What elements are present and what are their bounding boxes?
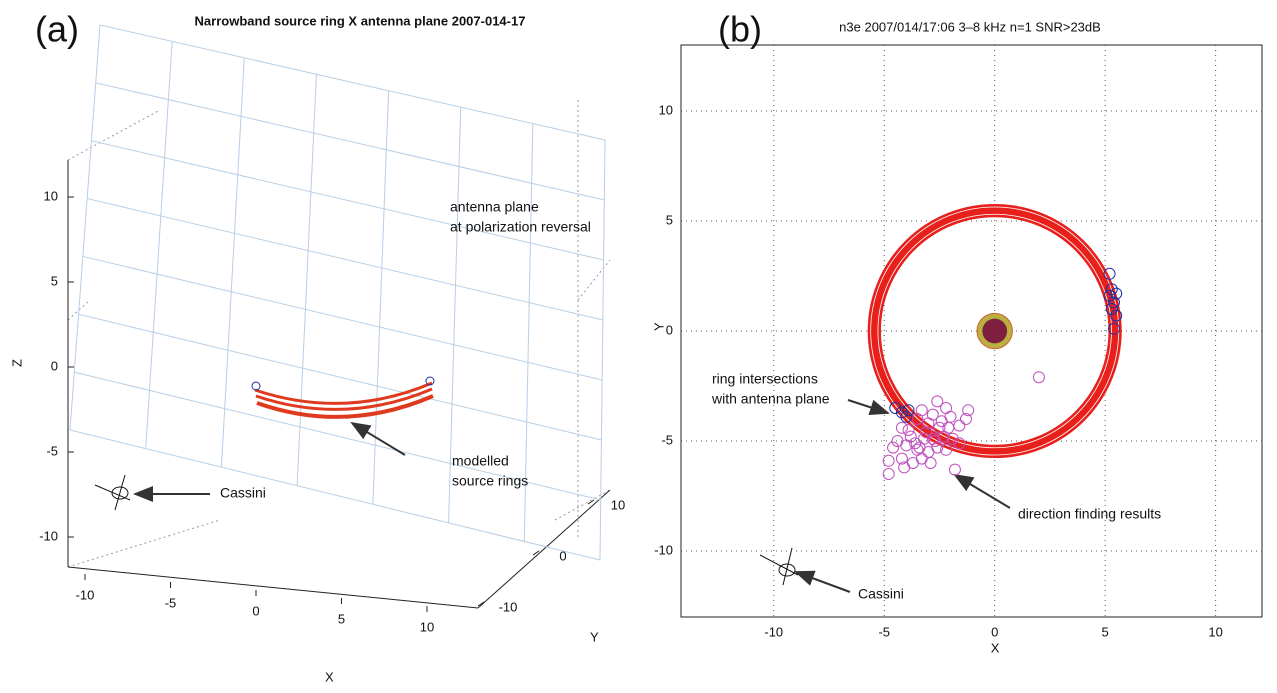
annotation: at polarization reversal [450, 219, 591, 235]
chart-title: n3e 2007/014/17:06 3–8 kHz n=1 SNR>23dB [839, 19, 1101, 34]
panel-label: (b) [718, 9, 762, 50]
panel-label: (a) [35, 9, 79, 50]
y-tick-label: -10 [499, 599, 518, 614]
plane-line [70, 25, 100, 430]
y-tick-label: -5 [661, 432, 673, 447]
plane-line [79, 314, 602, 440]
y-tick-label: 10 [611, 497, 625, 512]
annotation: with antenna plane [711, 391, 830, 407]
y-tick-label: 0 [559, 548, 566, 563]
point [883, 469, 894, 480]
x-tick-label: 10 [420, 619, 434, 634]
planet-core [982, 319, 1007, 344]
arrow [955, 475, 1010, 508]
cassini-icon [95, 475, 130, 510]
point [954, 420, 965, 431]
x-tick-label: -10 [76, 587, 95, 602]
point [941, 403, 952, 414]
z-tick-label: -5 [46, 443, 58, 458]
x-tick-label: 5 [338, 611, 345, 626]
y-tick-label: 5 [666, 212, 673, 227]
plane-line [100, 25, 605, 140]
arrow [796, 572, 850, 592]
point [914, 442, 925, 453]
y-tick-label: 10 [659, 102, 673, 117]
point [916, 405, 927, 416]
z-tick-label: 5 [51, 273, 58, 288]
x-tick-label: 0 [991, 624, 998, 639]
x-tick-label: 10 [1208, 624, 1222, 639]
point [925, 458, 936, 469]
page: {"chart_data": [ {"type": "3d", "panel_l… [0, 0, 1277, 693]
point [936, 416, 947, 427]
point [1033, 372, 1044, 383]
y-tick-label: -10 [654, 542, 673, 557]
cassini-icon [760, 548, 798, 585]
z-tick-label: -10 [39, 528, 58, 543]
point [883, 455, 894, 466]
y-label: Y [651, 322, 666, 331]
x-label: X [991, 640, 1000, 655]
x-tick-label: -5 [878, 624, 890, 639]
plane-line [221, 58, 244, 467]
y-axis [478, 490, 610, 608]
x-tick-label: -10 [764, 624, 783, 639]
annotation: antenna plane [450, 199, 539, 215]
panel-a [68, 25, 610, 608]
chart-title: Narrowband source ring X antenna plane 2… [195, 13, 526, 28]
x-axis [68, 567, 478, 608]
x-tick-label: -5 [165, 595, 177, 610]
point [896, 422, 907, 433]
point [949, 464, 960, 475]
figure: (a) Narrowband source ring X antenna plan… [0, 0, 1277, 688]
z-tick-label: 10 [44, 188, 58, 203]
plane-line [146, 41, 172, 448]
source-rings [255, 383, 433, 417]
point [943, 422, 954, 433]
annotation: source rings [452, 473, 528, 489]
plane-line [373, 91, 389, 505]
z-tick-label: 0 [51, 358, 58, 373]
x-tick-label: 0 [252, 603, 259, 618]
annotation: direction finding results [1018, 506, 1161, 522]
y-tick-label: 0 [666, 322, 673, 337]
annotation: ring intersections [712, 371, 818, 387]
y-label: Y [590, 629, 599, 644]
plane-line [297, 74, 316, 485]
x-label: X [325, 669, 334, 684]
annotation: Cassini [858, 586, 904, 602]
annotation: Cassini [220, 485, 266, 501]
plane-line [87, 199, 603, 320]
point [903, 425, 914, 436]
plane-line [96, 83, 605, 200]
z-label: Z [9, 359, 24, 367]
arrow [352, 423, 405, 455]
arrow [848, 400, 888, 413]
plane-line [83, 256, 602, 380]
point [912, 444, 923, 455]
annotation: modelled [452, 453, 509, 469]
x-tick-label: 5 [1102, 624, 1109, 639]
